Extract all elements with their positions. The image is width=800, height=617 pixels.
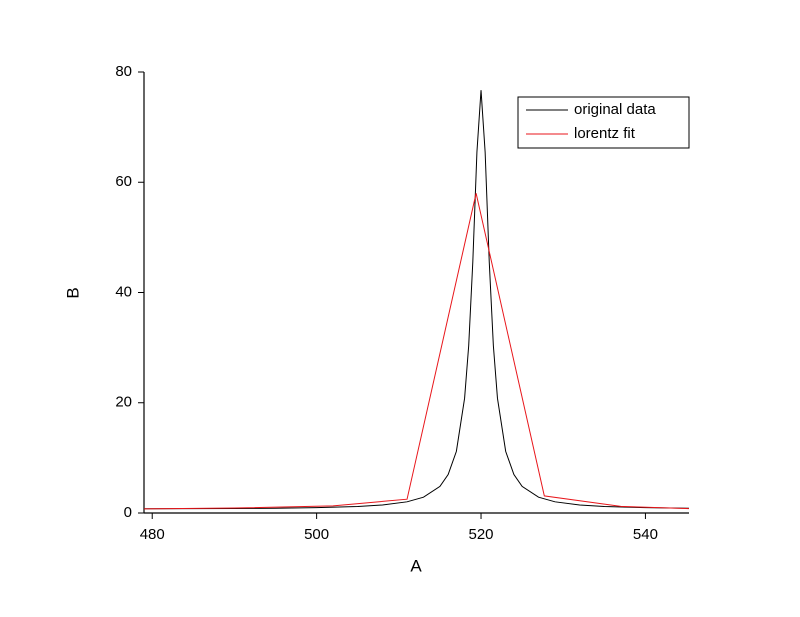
legend-label: original data [574, 101, 656, 118]
x-tick-label: 520 [469, 526, 494, 543]
y-tick-label: 20 [115, 394, 132, 411]
y-tick-label: 60 [115, 173, 132, 190]
y-tick-label: 40 [115, 283, 132, 300]
series-line [143, 193, 690, 510]
y-tick-label: 0 [124, 504, 132, 521]
x-axis-title: A [410, 556, 422, 575]
legend-label: lorentz fit [574, 125, 636, 142]
legend-box [517, 96, 690, 149]
x-tick-label: 540 [633, 526, 658, 543]
y-tick-label: 80 [115, 63, 132, 80]
x-tick-label: 480 [140, 526, 165, 543]
y-axis-title: B [63, 287, 82, 298]
x-tick-label: 500 [304, 526, 329, 543]
series-line [143, 90, 690, 510]
